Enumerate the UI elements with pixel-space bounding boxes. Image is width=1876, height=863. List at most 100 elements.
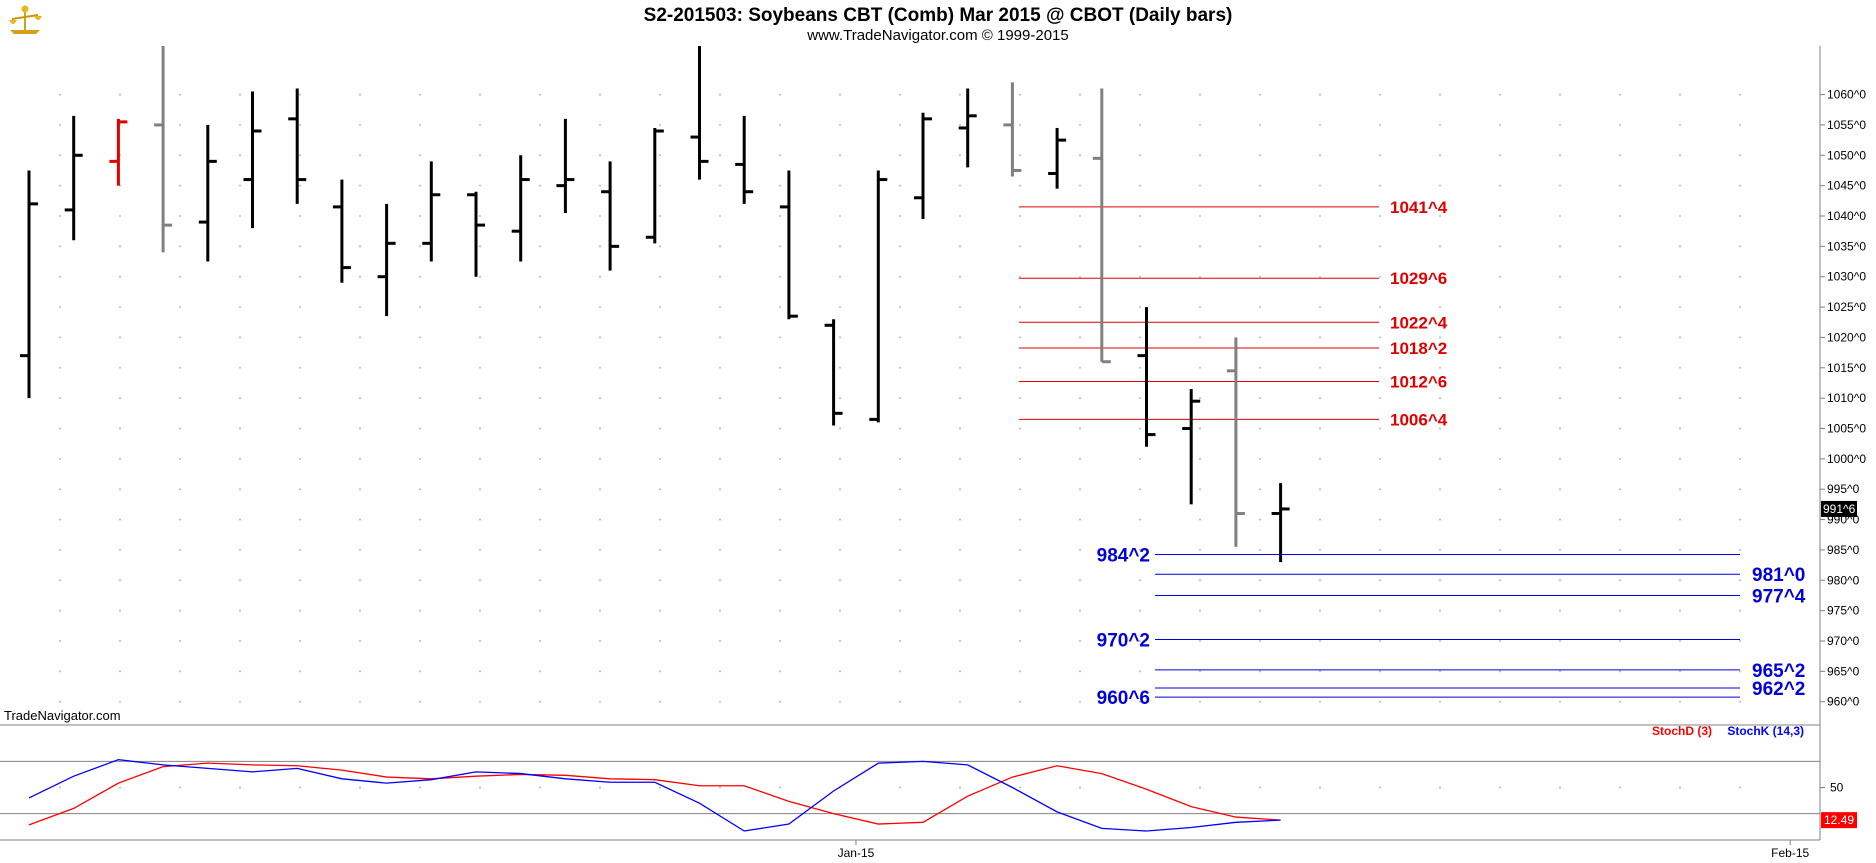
grid-dot bbox=[1079, 245, 1081, 248]
grid-dot bbox=[839, 640, 841, 642]
grid-dot bbox=[119, 609, 121, 612]
grid-dot bbox=[1439, 670, 1441, 673]
grid-dot bbox=[299, 154, 301, 157]
ohlc-bars bbox=[20, 46, 1290, 563]
grid-dot bbox=[1559, 154, 1561, 157]
y-tick-label: 1055^0 bbox=[1827, 118, 1866, 132]
grid-dot bbox=[1139, 306, 1141, 309]
grid-dot bbox=[719, 640, 721, 642]
grid-dot bbox=[719, 579, 721, 582]
grid-dot bbox=[1739, 336, 1741, 339]
ohlc-bar bbox=[20, 170, 38, 399]
grid-dot bbox=[1199, 123, 1201, 126]
grid-dot bbox=[299, 786, 301, 789]
grid-dot bbox=[59, 609, 61, 612]
grid-dot bbox=[659, 215, 661, 217]
grid-dot bbox=[839, 518, 841, 521]
grid-dot bbox=[659, 609, 661, 612]
grid-dot bbox=[1739, 154, 1741, 157]
grid-dot bbox=[479, 215, 481, 217]
grid-dot bbox=[899, 93, 901, 96]
y-tick-label: 965^0 bbox=[1827, 664, 1860, 678]
grid-dot bbox=[179, 366, 181, 369]
grid-dot bbox=[599, 275, 601, 278]
grid-dot bbox=[59, 184, 61, 187]
support-label: 965^2 bbox=[1752, 661, 1805, 682]
grid-dot bbox=[1139, 457, 1141, 460]
grid-dot bbox=[1679, 700, 1681, 703]
grid-dot bbox=[659, 457, 661, 460]
grid-dot bbox=[1319, 427, 1321, 430]
ohlc-bar bbox=[243, 91, 262, 229]
grid-dot bbox=[659, 640, 661, 642]
grid-dot bbox=[1319, 786, 1321, 789]
grid-dot bbox=[419, 275, 421, 278]
grid-dot bbox=[1679, 457, 1681, 460]
grid-dot bbox=[1559, 184, 1561, 187]
grid-dot bbox=[839, 579, 841, 582]
grid-dot bbox=[239, 640, 241, 642]
grid-dot bbox=[1259, 548, 1261, 551]
grid-dot bbox=[59, 397, 61, 400]
grid-dot bbox=[719, 154, 721, 157]
grid-dot bbox=[1199, 457, 1201, 460]
grid-dot bbox=[1259, 397, 1261, 400]
ohlc-bar bbox=[1182, 389, 1201, 505]
grid-dot bbox=[719, 184, 721, 187]
grid-dot bbox=[599, 427, 601, 430]
grid-dot bbox=[1259, 427, 1261, 430]
grid-dot bbox=[1319, 457, 1321, 460]
grid-dot bbox=[959, 579, 961, 582]
grid-dot bbox=[1079, 397, 1081, 400]
grid-dot bbox=[719, 786, 721, 789]
grid-dot bbox=[1139, 670, 1141, 673]
grid-dot bbox=[1499, 215, 1501, 217]
grid-dot bbox=[1019, 397, 1021, 400]
grid-dot bbox=[1439, 579, 1441, 582]
grid-dot bbox=[1139, 366, 1141, 369]
grid-dot bbox=[1619, 245, 1621, 248]
grid-dot bbox=[1379, 366, 1381, 369]
price-grid bbox=[59, 93, 1741, 703]
ohlc-bar bbox=[511, 155, 530, 262]
grid-dot bbox=[1079, 123, 1081, 126]
ohlc-bar bbox=[332, 179, 351, 283]
y-tick-label: 995^0 bbox=[1827, 482, 1860, 496]
grid-dot bbox=[1319, 366, 1321, 369]
grid-dot bbox=[179, 457, 181, 460]
grid-dot bbox=[299, 366, 301, 369]
grid-dot bbox=[1019, 215, 1021, 217]
y-tick-label: 970^0 bbox=[1827, 634, 1860, 648]
y-tick-label: 1030^0 bbox=[1827, 270, 1866, 284]
grid-dot bbox=[1199, 700, 1201, 703]
grid-dot bbox=[179, 786, 181, 789]
grid-dot bbox=[959, 366, 961, 369]
grid-dot bbox=[239, 215, 241, 217]
grid-dot bbox=[299, 275, 301, 278]
grid-dot bbox=[1559, 275, 1561, 278]
grid-dot bbox=[119, 245, 121, 248]
grid-dot bbox=[1679, 518, 1681, 521]
grid-dot bbox=[899, 336, 901, 339]
grid-dot bbox=[839, 184, 841, 187]
grid-dot bbox=[359, 306, 361, 309]
grid-dot bbox=[899, 700, 901, 703]
grid-dot bbox=[1439, 154, 1441, 157]
grid-dot bbox=[239, 154, 241, 157]
grid-dot bbox=[839, 427, 841, 430]
grid-dot bbox=[419, 518, 421, 521]
grid-dot bbox=[1079, 700, 1081, 703]
y-tick-label: 1005^0 bbox=[1827, 422, 1866, 436]
grid-dot bbox=[719, 457, 721, 460]
resistance-label: 1022^4 bbox=[1390, 313, 1448, 332]
grid-dot bbox=[1379, 609, 1381, 612]
support-label: 977^4 bbox=[1752, 586, 1806, 607]
grid-dot bbox=[1199, 640, 1201, 642]
grid-dot bbox=[1559, 700, 1561, 703]
grid-dot bbox=[959, 93, 961, 96]
grid-dot bbox=[1619, 215, 1621, 217]
grid-dot bbox=[1679, 488, 1681, 491]
grid-dot bbox=[539, 640, 541, 642]
grid-dot bbox=[1619, 640, 1621, 642]
grid-dot bbox=[1439, 786, 1441, 789]
